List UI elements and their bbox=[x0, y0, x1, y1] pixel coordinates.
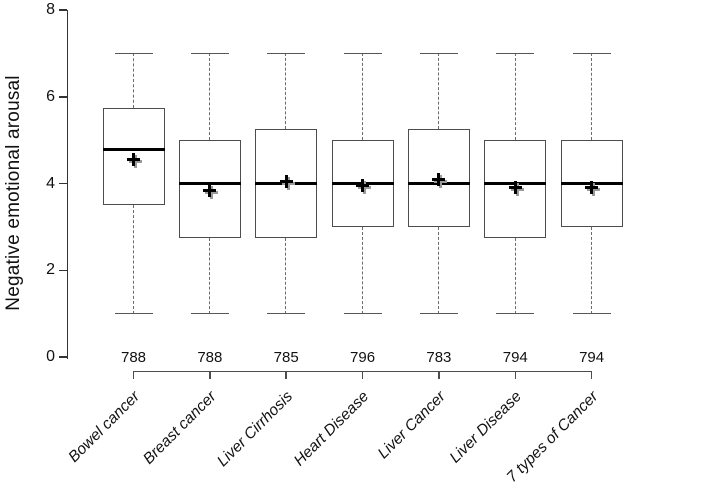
upper-whisker-cap bbox=[572, 52, 611, 55]
y-axis-tick bbox=[59, 356, 67, 358]
mean-marker bbox=[208, 183, 212, 197]
x-axis-tick bbox=[361, 370, 364, 379]
sample-size-label: 783 bbox=[426, 349, 452, 366]
sample-size-label: 788 bbox=[120, 349, 147, 366]
category-label: Liver Cancer bbox=[374, 388, 449, 463]
lower-whisker-cap bbox=[267, 312, 306, 315]
upper-whisker-cap bbox=[190, 52, 229, 55]
mean-marker-shadow bbox=[286, 176, 290, 190]
upper-whisker bbox=[285, 53, 287, 130]
upper-whisker-cap bbox=[343, 52, 382, 55]
upper-whisker bbox=[590, 53, 592, 141]
lower-whisker-cap bbox=[419, 312, 458, 315]
lower-whisker-cap bbox=[114, 312, 153, 315]
x-axis-tick bbox=[285, 370, 287, 379]
mean-marker-shadow bbox=[439, 174, 443, 188]
mean-marker bbox=[437, 172, 441, 186]
mean-marker-shadow bbox=[363, 181, 367, 195]
y-tick-label: 8 bbox=[46, 1, 55, 18]
sample-size-label: 788 bbox=[197, 349, 223, 366]
sample-size-label: 785 bbox=[273, 349, 299, 366]
y-tick-label: 2 bbox=[46, 261, 55, 279]
lower-whisker bbox=[590, 226, 592, 314]
category-label: Breast cancer bbox=[140, 388, 220, 468]
category-label: Bowel cancer bbox=[65, 388, 144, 466]
lower-whisker bbox=[209, 237, 211, 314]
mean-marker bbox=[284, 174, 288, 188]
y-axis-tick bbox=[59, 182, 67, 185]
lower-whisker bbox=[285, 237, 287, 314]
category-label: Liver Disease bbox=[446, 388, 526, 467]
mean-marker-shadow bbox=[134, 155, 137, 169]
y-axis-tick bbox=[59, 96, 67, 98]
y-tick-label: 4 bbox=[46, 174, 55, 192]
upper-whisker bbox=[132, 53, 134, 108]
lower-whisker-cap bbox=[343, 312, 382, 315]
mean-marker-shadow bbox=[592, 183, 596, 197]
lower-whisker bbox=[361, 226, 363, 314]
lower-whisker bbox=[514, 237, 516, 314]
x-axis-tick bbox=[514, 370, 516, 379]
sample-size-label: 794 bbox=[579, 349, 605, 366]
mean-marker bbox=[513, 181, 517, 195]
upper-whisker-cap bbox=[267, 52, 306, 55]
category-label: Heart Disease bbox=[291, 388, 373, 470]
lower-whisker-cap bbox=[572, 312, 611, 315]
lower-whisker-cap bbox=[496, 312, 535, 315]
mean-marker bbox=[590, 181, 594, 195]
lower-whisker-cap bbox=[190, 312, 229, 315]
lower-whisker bbox=[132, 205, 134, 314]
sample-size-label: 794 bbox=[502, 349, 528, 366]
category-label: Liver Cirrhosis bbox=[214, 388, 297, 471]
mean-marker-shadow bbox=[515, 183, 519, 197]
x-axis-tick bbox=[438, 370, 440, 379]
upper-whisker bbox=[209, 53, 211, 141]
x-axis-tick bbox=[209, 370, 211, 379]
sample-size-label: 796 bbox=[350, 349, 376, 366]
upper-whisker bbox=[361, 53, 363, 141]
mean-marker bbox=[132, 153, 135, 167]
y-axis-line bbox=[66, 10, 68, 359]
median-line bbox=[102, 148, 165, 152]
mean-marker-shadow bbox=[210, 185, 214, 199]
y-tick-label: 0 bbox=[46, 348, 55, 365]
upper-whisker-cap bbox=[419, 52, 458, 55]
upper-whisker bbox=[514, 53, 516, 141]
lower-whisker bbox=[438, 226, 440, 314]
x-axis-tick bbox=[132, 370, 135, 379]
y-tick-label: 6 bbox=[46, 87, 55, 105]
y-axis-tick bbox=[59, 9, 67, 11]
upper-whisker-cap bbox=[496, 52, 535, 55]
y-axis-tick bbox=[59, 269, 67, 271]
x-axis-tick bbox=[590, 370, 593, 379]
upper-whisker-cap bbox=[114, 52, 153, 55]
mean-marker bbox=[361, 179, 365, 193]
upper-whisker bbox=[438, 53, 440, 130]
